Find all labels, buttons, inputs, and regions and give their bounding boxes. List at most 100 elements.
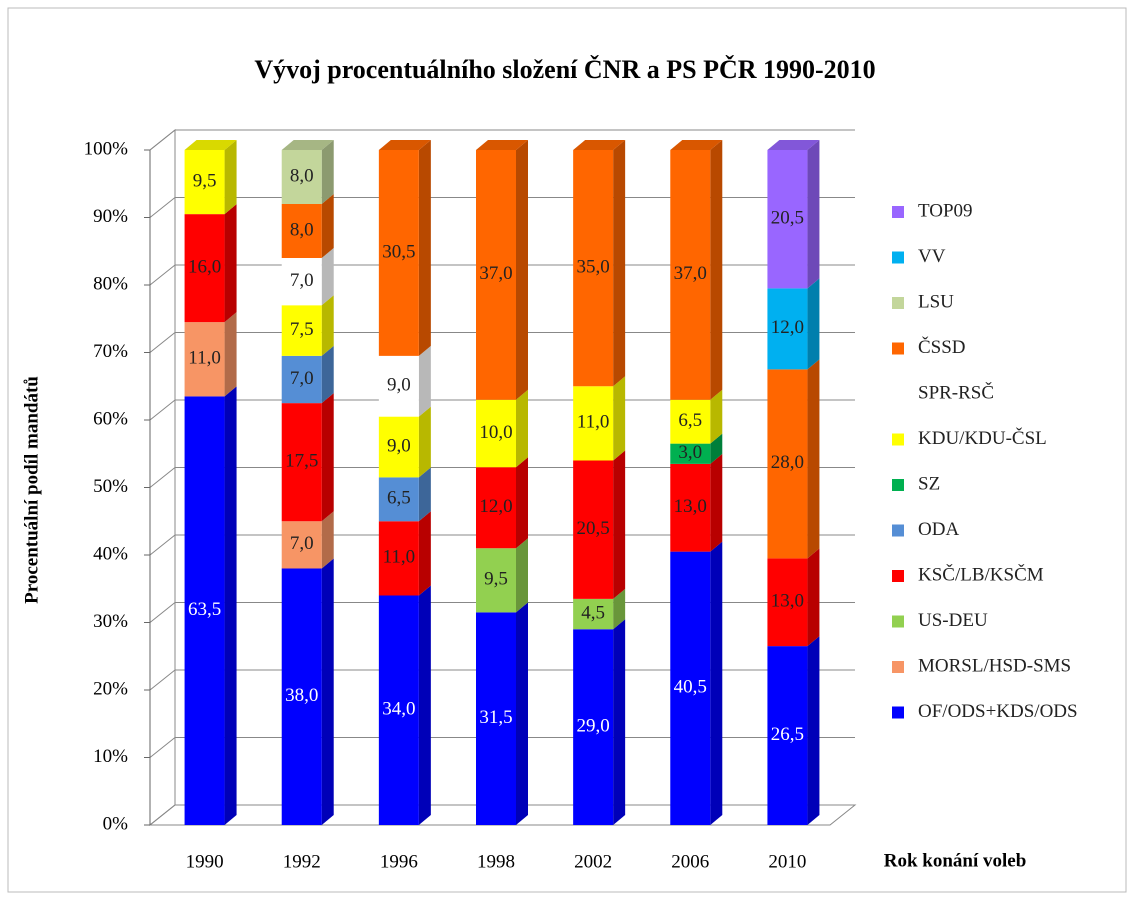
grid-line [149, 332, 176, 353]
bar-side [613, 376, 626, 461]
bar-segment [281, 305, 322, 356]
bar-top [184, 140, 237, 150]
bar-segment [573, 629, 614, 825]
data-label: 3,0 [678, 442, 702, 463]
bar-side [224, 386, 237, 825]
bar-side [321, 393, 334, 522]
bar-side [516, 538, 528, 613]
bar-segment [184, 214, 225, 323]
bar-side [516, 140, 528, 400]
data-label: 28,0 [771, 452, 804, 473]
bar-side [321, 248, 334, 306]
bar-segment [476, 150, 516, 400]
y-tick-label: 10% [93, 746, 128, 767]
legend-swatch [892, 570, 904, 582]
data-label: 9,5 [193, 170, 217, 191]
bar-side [418, 511, 431, 596]
bar-side [613, 619, 626, 825]
bar-segment [767, 150, 808, 289]
x-tick-label: 1996 [380, 851, 418, 872]
data-label: 11,0 [577, 412, 610, 433]
legend-swatch [892, 433, 904, 446]
bar-segment [281, 521, 322, 569]
bar-side [613, 588, 626, 630]
bar-side [321, 511, 334, 569]
data-label: 12,0 [771, 317, 804, 338]
y-tick-label: 70% [93, 341, 128, 362]
y-tick-label: 0% [103, 813, 129, 834]
bar-side [710, 389, 723, 444]
data-label: 4,5 [581, 602, 605, 623]
data-label: 10,0 [479, 422, 512, 443]
bar-segment [767, 646, 808, 825]
bar-side [516, 457, 528, 549]
data-label: 16,0 [188, 256, 221, 277]
data-label: 17,5 [285, 451, 318, 472]
bar-side [807, 359, 820, 559]
bar-segment [281, 150, 322, 204]
bar-top [476, 140, 528, 150]
y-tick-label: 20% [93, 678, 128, 699]
bar-segment [378, 150, 419, 356]
x-tick-label: 2010 [768, 851, 806, 872]
legend-label: KDU/KDU-ČSL [918, 427, 1047, 449]
bar-segment [670, 443, 711, 464]
bar-side [418, 406, 431, 478]
bar-segment [378, 521, 419, 596]
data-label: 20,5 [771, 208, 804, 229]
y-tick-label: 30% [93, 611, 128, 632]
data-label: 7,0 [290, 533, 314, 554]
bar-segment [476, 467, 516, 549]
data-label: 6,5 [387, 488, 411, 509]
legend-swatch [892, 297, 904, 309]
bar-segment [573, 386, 614, 461]
bar-segment [281, 403, 322, 522]
bar-side [710, 453, 723, 552]
y-tick-label: 80% [93, 273, 128, 294]
grid-line [149, 669, 176, 691]
data-label: 9,0 [387, 375, 411, 396]
grid-line [149, 534, 176, 556]
bar-side [224, 140, 237, 215]
bar-segment [767, 288, 808, 370]
bar-side [516, 602, 528, 825]
y-tick-label: 90% [93, 206, 128, 227]
data-label: 35,0 [577, 256, 610, 277]
grid-line [149, 264, 176, 286]
bar-segment [184, 150, 225, 215]
data-label: 11,0 [188, 348, 221, 369]
y-tick-label: 50% [93, 476, 128, 497]
bar-side [321, 295, 334, 356]
legend-label: US-DEU [918, 610, 988, 631]
legend-label: SPR-RSČ [918, 381, 994, 403]
grid-line [149, 602, 176, 623]
grid-line [149, 399, 176, 421]
data-label: 37,0 [479, 263, 512, 284]
bar-segment [378, 595, 419, 825]
data-label: 13,0 [674, 496, 707, 517]
legend-swatch [892, 342, 904, 355]
data-label: 7,5 [290, 319, 314, 340]
data-label: 40,5 [674, 677, 707, 698]
data-label: 8,0 [290, 165, 314, 186]
grid-line [149, 467, 176, 488]
legend-label: OF/ODS+KDS/ODS [918, 701, 1078, 722]
bar-side [224, 204, 237, 323]
legend-label: TOP09 [918, 200, 973, 221]
data-label: 13,0 [771, 591, 804, 612]
legend-label: MORSL/HSD-SMS [918, 655, 1071, 676]
data-label: 63,5 [188, 599, 221, 620]
grid-line [149, 197, 176, 218]
legend-swatch [892, 251, 904, 264]
y-axis-title: Procentuální podíl mandátů [21, 376, 42, 604]
bar-top [378, 140, 431, 150]
bar-segment [378, 355, 419, 417]
legend-label: ČSSD [918, 336, 966, 358]
x-tick-label: 2002 [574, 851, 612, 872]
x-tick-label: 1990 [186, 851, 224, 872]
bar-segment [184, 322, 225, 397]
bar-segment [767, 369, 808, 559]
legend-label: SZ [918, 473, 940, 494]
grid-line [149, 804, 176, 826]
bar-side [613, 450, 626, 599]
